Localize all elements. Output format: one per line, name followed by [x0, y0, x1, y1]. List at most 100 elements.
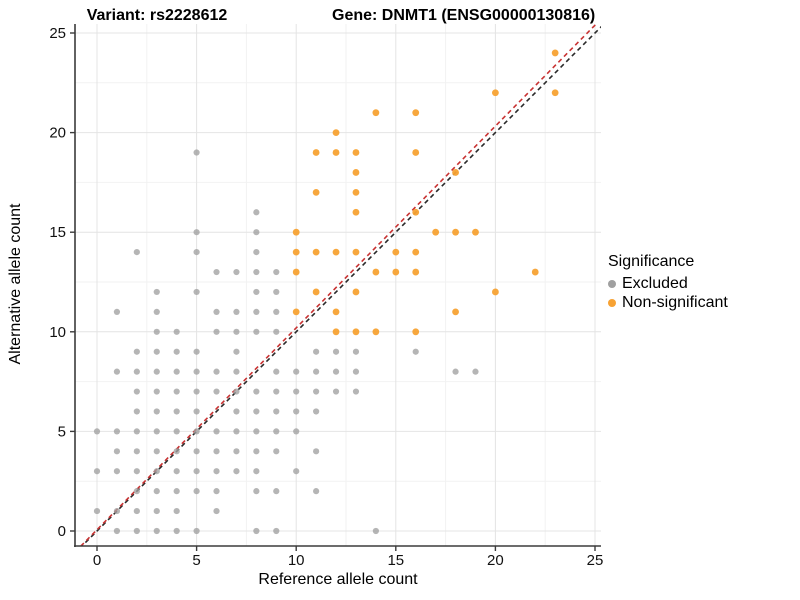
data-point-excluded — [133, 448, 140, 455]
data-point-excluded — [273, 268, 280, 276]
data-point-excluded — [213, 368, 220, 375]
data-point-non-significant — [452, 308, 459, 316]
data-point-excluded — [313, 368, 320, 375]
data-point-excluded — [253, 527, 260, 535]
data-point-excluded — [233, 268, 240, 276]
data-point-excluded — [193, 388, 200, 395]
data-point-non-significant — [531, 268, 539, 276]
data-point-excluded — [213, 268, 220, 276]
data-point-non-significant — [312, 248, 320, 256]
data-point-excluded — [173, 348, 180, 355]
data-point-non-significant — [332, 149, 340, 156]
data-point-excluded — [153, 527, 160, 535]
data-point-excluded — [153, 368, 160, 375]
data-point-excluded — [273, 448, 280, 455]
data-point-excluded — [273, 428, 280, 435]
data-point-non-significant — [452, 169, 459, 176]
data-point-excluded — [193, 488, 200, 495]
x-tick-label: 15 — [387, 552, 404, 569]
data-point-excluded — [153, 288, 160, 296]
data-point-excluded — [213, 308, 220, 315]
data-point-non-significant — [332, 248, 340, 256]
y-tick-label: 10 — [49, 324, 66, 341]
data-point-excluded — [352, 348, 360, 355]
data-point-excluded — [193, 149, 200, 156]
plot-title-variant: Variant: rs2228612 — [86, 7, 228, 24]
data-point-excluded — [372, 527, 379, 535]
data-point-excluded — [153, 488, 160, 495]
data-point-excluded — [193, 408, 200, 415]
data-point-excluded — [313, 448, 320, 455]
data-point-non-significant — [352, 188, 360, 196]
data-point-excluded — [193, 368, 200, 375]
data-point-non-significant — [372, 328, 380, 336]
data-point-non-significant — [432, 228, 440, 236]
data-point-excluded — [313, 388, 320, 395]
data-point-excluded — [153, 468, 160, 475]
data-point-excluded — [352, 368, 360, 375]
data-point-excluded — [133, 249, 140, 256]
data-point-excluded — [133, 488, 140, 495]
data-point-excluded — [273, 288, 280, 296]
data-point-excluded — [332, 368, 340, 375]
data-point-excluded — [233, 348, 240, 355]
data-point-excluded — [93, 428, 101, 435]
x-tick-label: 20 — [487, 552, 504, 569]
excluded-dot-swatch — [608, 279, 616, 288]
data-point-non-significant — [412, 328, 420, 336]
data-point-excluded — [153, 348, 160, 355]
data-point-non-significant — [392, 268, 400, 276]
data-point-non-significant — [312, 149, 320, 156]
data-point-excluded — [133, 368, 140, 375]
data-point-excluded — [273, 368, 280, 375]
data-point-excluded — [253, 288, 260, 296]
data-point-excluded — [173, 527, 180, 535]
data-point-excluded — [213, 468, 220, 475]
data-point-excluded — [173, 448, 180, 455]
data-point-excluded — [273, 308, 280, 315]
data-point-non-significant — [492, 89, 499, 97]
y-tick-label: 0 — [58, 523, 66, 540]
data-point-non-significant — [352, 248, 360, 256]
data-point-excluded — [173, 388, 180, 395]
data-point-excluded — [113, 308, 121, 315]
data-point-excluded — [113, 468, 121, 475]
data-point-excluded — [113, 507, 121, 515]
data-point-excluded — [193, 348, 200, 355]
x-axis-label: Reference allele count — [258, 571, 418, 588]
data-point-non-significant — [332, 129, 340, 137]
data-point-non-significant — [372, 268, 380, 276]
data-point-excluded — [293, 388, 300, 395]
data-point-excluded — [233, 468, 240, 475]
data-point-excluded — [233, 388, 240, 395]
x-tick-label: 5 — [192, 552, 200, 569]
data-point-excluded — [233, 308, 240, 315]
data-point-excluded — [133, 408, 140, 415]
x-tick-label: 25 — [587, 552, 604, 569]
data-point-non-significant — [332, 308, 340, 316]
data-point-non-significant — [412, 268, 420, 276]
y-tick-label: 20 — [49, 125, 66, 142]
plot-title-gene: Gene: DNMT1 (ENSG00000130816) — [332, 7, 596, 24]
data-point-excluded — [313, 408, 320, 415]
data-point-excluded — [253, 229, 260, 236]
data-point-excluded — [153, 448, 160, 455]
data-point-excluded — [253, 428, 260, 435]
data-point-excluded — [193, 428, 200, 435]
data-point-excluded — [173, 368, 180, 375]
data-point-non-significant — [412, 109, 420, 117]
data-point-excluded — [253, 308, 260, 315]
data-point-excluded — [213, 507, 220, 515]
data-point-non-significant — [292, 248, 300, 256]
data-point-excluded — [133, 527, 140, 535]
data-point-excluded — [193, 527, 200, 535]
data-point-excluded — [233, 448, 240, 455]
data-point-non-significant — [392, 248, 400, 256]
legend-entry-label: Excluded — [622, 274, 688, 292]
y-tick-label: 15 — [49, 224, 66, 241]
data-point-excluded — [113, 368, 121, 375]
data-point-excluded — [233, 408, 240, 415]
data-point-non-significant — [472, 228, 479, 236]
data-point-excluded — [253, 488, 260, 495]
data-point-excluded — [293, 468, 300, 475]
